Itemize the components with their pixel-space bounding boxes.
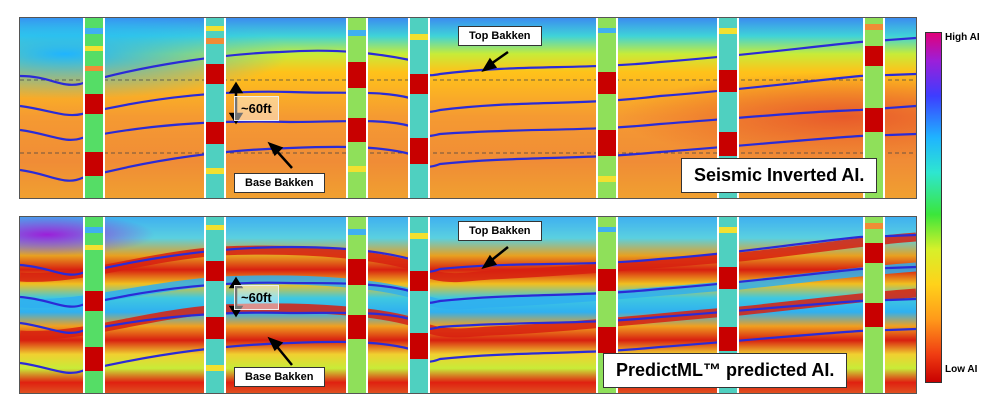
callout-arrows [228,246,509,366]
panel-caption: PredictML™ predicted AI. [603,353,848,388]
top-bakken-callout: Top Bakken [458,26,542,46]
callout-arrows [228,50,509,169]
well-logs [83,18,885,198]
base-bakken-callout: Base Bakken [234,173,325,193]
top-bakken-callout: Top Bakken [458,221,542,241]
colorbar-low-label: Low AI [945,364,978,375]
thickness-label: ~60ft [234,96,279,121]
thickness-label: ~60ft [234,285,279,310]
ai-colorbar [925,32,942,383]
colorbar-high-label: High AI [945,32,980,43]
base-bakken-callout: Base Bakken [234,367,325,387]
well-logs [83,217,885,393]
seismic-inverted-panel: Top Bakken Base Bakken ~60ft Seismic Inv… [19,17,917,199]
predictml-panel: Top Bakken Base Bakken ~60ft PredictML™ … [19,216,917,394]
panel-caption: Seismic Inverted AI. [681,158,878,193]
seismic-inverted-section [20,18,916,198]
